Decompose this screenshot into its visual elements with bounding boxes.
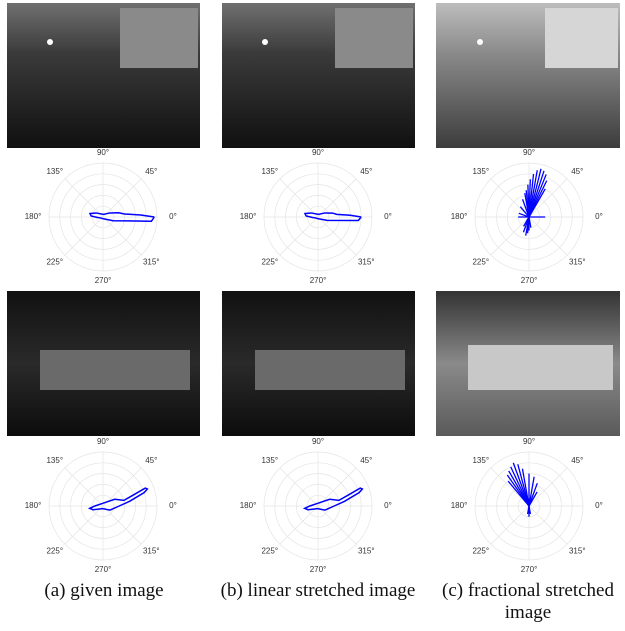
angle-label: 225° — [46, 257, 63, 266]
polar-spoke — [529, 506, 567, 544]
angle-label: 180° — [25, 212, 42, 221]
angle-label: 270° — [95, 565, 112, 574]
angle-label: 180° — [240, 501, 257, 510]
polar-spoke — [103, 506, 141, 544]
polar-spoke — [65, 179, 103, 217]
caption: (c) fractional stretched image — [428, 580, 625, 624]
angle-label: 270° — [95, 276, 112, 285]
polar-spoke — [280, 468, 318, 506]
angle-label: 315° — [143, 546, 160, 555]
angle-label: 0° — [384, 501, 392, 510]
angle-label: 180° — [451, 212, 468, 221]
angle-label: 45° — [360, 167, 372, 176]
polar-spoke — [65, 217, 103, 255]
polar-spoke — [318, 179, 356, 217]
polar-spoke — [280, 506, 318, 544]
angle-label: 225° — [261, 257, 278, 266]
polar-spoke — [491, 217, 529, 255]
angle-label: 225° — [261, 546, 278, 555]
panels: 90° 45° 0° 315° 270° 225° 180° 135° 90° 45° 0° 315°… — [0, 0, 625, 578]
polar-spoke — [65, 468, 103, 506]
angle-label: 315° — [569, 546, 586, 555]
angle-label: 90° — [523, 437, 535, 446]
polar-spoke — [318, 506, 356, 544]
angle-label: 270° — [521, 565, 538, 574]
angle-label: 135° — [472, 456, 489, 465]
angle-label: 270° — [310, 565, 327, 574]
angle-label: 0° — [384, 212, 392, 221]
angle-label: 180° — [25, 501, 42, 510]
figure: 90° 45° 0° 315° 270° 225° 180° 135° 90° 45° 0° 315°… — [0, 0, 625, 631]
polar-spoke — [318, 217, 356, 255]
angle-label: 45° — [145, 456, 157, 465]
polar-spoke — [529, 468, 567, 506]
angle-label: 225° — [472, 546, 489, 555]
angle-label: 180° — [240, 212, 257, 221]
angle-label: 90° — [97, 148, 109, 157]
angle-label: 45° — [360, 456, 372, 465]
angle-label: 90° — [312, 437, 324, 446]
angle-label: 315° — [358, 257, 375, 266]
angle-label: 225° — [46, 546, 63, 555]
angle-label: 135° — [472, 167, 489, 176]
caption: (b) linear stretched image — [218, 580, 418, 602]
angle-label: 135° — [261, 456, 278, 465]
polar-spoke — [280, 179, 318, 217]
polar-spoke — [491, 506, 529, 544]
angle-label: 315° — [569, 257, 586, 266]
polar-spoke — [529, 217, 567, 255]
angle-label: 135° — [46, 167, 63, 176]
angle-label: 270° — [310, 276, 327, 285]
angle-label: 90° — [97, 437, 109, 446]
angle-label: 135° — [46, 456, 63, 465]
angle-label: 0° — [595, 212, 603, 221]
angle-label: 315° — [358, 546, 375, 555]
angle-label: 180° — [451, 501, 468, 510]
angle-label: 315° — [143, 257, 160, 266]
angle-label: 45° — [571, 456, 583, 465]
polar-spoke — [103, 217, 141, 255]
polar-spoke — [491, 179, 529, 217]
angle-label: 0° — [595, 501, 603, 510]
angle-label: 90° — [312, 148, 324, 157]
angle-label: 135° — [261, 167, 278, 176]
angle-label: 0° — [169, 212, 177, 221]
angle-label: 225° — [472, 257, 489, 266]
polar-spoke — [103, 179, 141, 217]
angle-label: 45° — [571, 167, 583, 176]
angle-label: 0° — [169, 501, 177, 510]
polar-spoke — [280, 217, 318, 255]
angle-label: 90° — [523, 148, 535, 157]
caption: (a) given image — [4, 580, 204, 602]
angle-label: 270° — [521, 276, 538, 285]
angle-label: 45° — [145, 167, 157, 176]
polar-spoke — [65, 506, 103, 544]
